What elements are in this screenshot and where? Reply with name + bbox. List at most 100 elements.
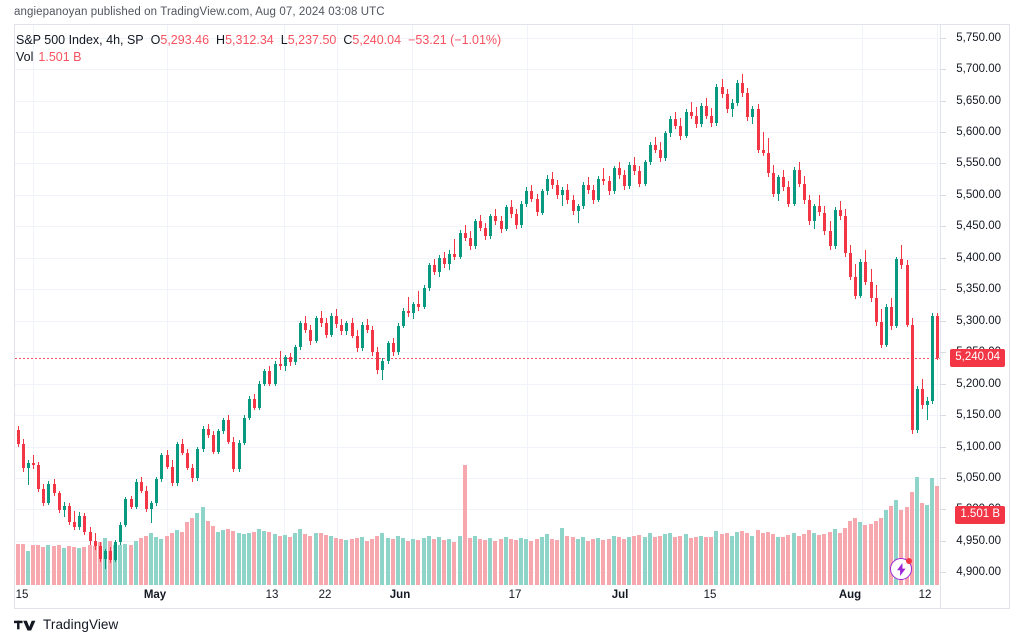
volume-bar [817, 535, 821, 585]
candle-body [844, 216, 847, 253]
volume-bar [41, 547, 45, 585]
volume-bar [745, 533, 749, 585]
candle-wick [280, 350, 281, 370]
price-axis-tick: 5,100.00 [956, 440, 1001, 453]
price-axis-tick: 5,300.00 [956, 314, 1001, 327]
volume-bar [689, 538, 693, 585]
volume-bar [663, 534, 667, 585]
candle-body [284, 357, 287, 367]
chart-plot-area[interactable] [15, 25, 940, 585]
volume-bar [288, 537, 292, 585]
volume-bar [519, 538, 523, 585]
price-axis-tick-mark [941, 321, 946, 322]
volume-bar [529, 541, 533, 585]
candle-body [433, 265, 436, 272]
volume-bar [98, 542, 102, 585]
volume-bar [869, 524, 873, 585]
candle-body [885, 306, 888, 345]
price-axis-tick-mark [941, 384, 946, 385]
time-axis[interactable]: 15 May 13 22 Jun 17 Jul 15 Aug 12 [0, 586, 940, 608]
candle-body [818, 206, 821, 213]
volume-bar [339, 539, 343, 585]
candle-body [484, 227, 487, 237]
candle-body [73, 522, 76, 528]
gridline-horizontal [15, 38, 940, 39]
gridline-horizontal [15, 509, 940, 510]
time-axis-tick: 22 [318, 589, 332, 601]
candle-body [936, 315, 939, 359]
price-axis[interactable]: 5,750.00 5,700.00 5,650.00 5,600.00 5,550.00… [941, 25, 1009, 585]
candle-body [304, 323, 307, 330]
gridline-horizontal [15, 132, 940, 133]
volume-bar [355, 538, 359, 585]
volume-bar [673, 537, 677, 585]
candle-body [392, 343, 395, 353]
candle-body [176, 444, 179, 484]
volume-bar [262, 531, 266, 585]
lightning-bolt-icon[interactable] [890, 558, 912, 580]
volume-bar [699, 536, 703, 585]
candle-body [931, 315, 934, 402]
candle-body [731, 103, 734, 110]
volume-bar [118, 545, 122, 585]
candle-body [417, 304, 420, 307]
candle-wick [691, 101, 692, 120]
candle-body [207, 428, 210, 436]
candle-body [47, 483, 50, 504]
candle-body [587, 184, 590, 190]
candle-body [916, 388, 919, 431]
volume-bar [468, 538, 472, 585]
gridline-vertical [284, 25, 285, 585]
volume-bar [226, 529, 230, 585]
volume-bar [545, 534, 549, 585]
candle-body [166, 455, 169, 467]
volume-bar [786, 535, 790, 585]
volume-bar [257, 529, 261, 585]
candle-body [186, 452, 189, 468]
volume-bar [237, 533, 241, 585]
volume-bar [720, 534, 724, 585]
price-axis-tick: 5,700.00 [956, 63, 1001, 76]
candle-body [22, 444, 25, 468]
candle-body [356, 335, 359, 349]
candle-body [690, 111, 693, 116]
candle-body [741, 82, 744, 93]
candle-body [397, 325, 400, 353]
candle-body [685, 111, 688, 136]
candle-body [366, 324, 369, 330]
volume-bar [36, 545, 40, 585]
volume-bar [483, 540, 487, 585]
candle-body [525, 191, 528, 204]
candle-body [633, 164, 636, 171]
notification-dot-icon [906, 558, 912, 564]
tradingview-footer: TradingView [14, 617, 118, 632]
candle-body [474, 221, 477, 247]
current-price-badge[interactable]: 5,240.04 [950, 349, 1005, 368]
candle-body [710, 115, 713, 124]
volume-bar [848, 521, 852, 585]
volume-bar [853, 518, 857, 585]
volume-bar [535, 539, 539, 585]
candle-body [762, 149, 765, 154]
candle-body [597, 178, 600, 200]
volume-bar [920, 503, 924, 585]
price-axis-tick: 5,500.00 [956, 188, 1001, 201]
candle-wick [28, 460, 29, 485]
volume-bar [607, 539, 611, 585]
volume-bar [740, 531, 744, 585]
candle-body [381, 361, 384, 370]
candle-body [834, 209, 837, 247]
time-axis-tick: Aug [838, 589, 862, 601]
candle-body [53, 483, 56, 494]
volume-bar [617, 537, 621, 585]
price-axis-tick-mark [941, 352, 946, 353]
gridline-vertical [632, 25, 633, 585]
volume-bar [386, 538, 390, 585]
volume-bar [154, 537, 158, 585]
volume-bar [283, 535, 287, 585]
gridline-vertical [937, 25, 938, 585]
candle-body [813, 206, 816, 222]
volume-bar [622, 539, 626, 585]
volume-bar [684, 534, 688, 585]
current-volume-badge[interactable]: 1.501 B [955, 506, 1005, 524]
